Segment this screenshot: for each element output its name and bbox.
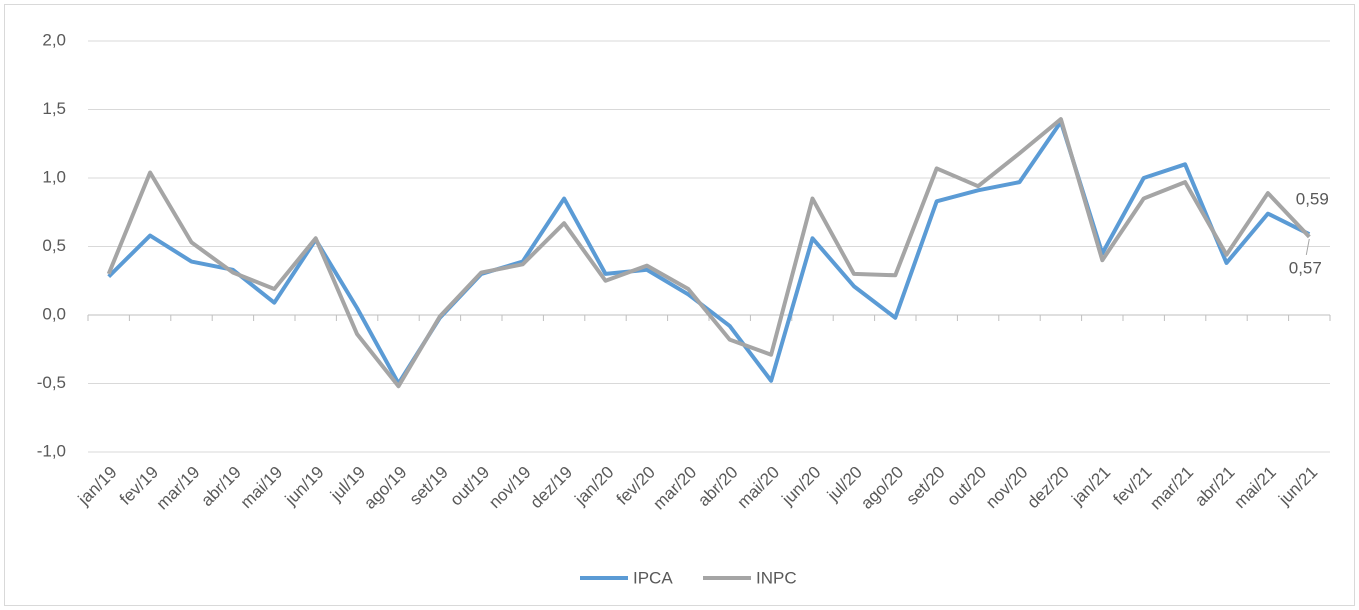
- y-tick-label: -1,0: [37, 441, 66, 460]
- series-line: [107, 119, 1311, 386]
- y-tick-label: 1,5: [42, 99, 66, 118]
- y-tick-label: 2,0: [42, 30, 66, 49]
- y-tick-label: 0,0: [42, 304, 66, 323]
- data-label: 0,59: [1296, 190, 1329, 209]
- y-tick-label: -0,5: [37, 373, 66, 392]
- data-label: 0,57: [1289, 258, 1322, 277]
- legend-label: INPC: [756, 568, 797, 587]
- legend-label: IPCA: [633, 568, 673, 587]
- y-tick-label: 1,0: [42, 167, 66, 186]
- leader-line: [1305, 238, 1310, 256]
- chart-frame: [4, 4, 1355, 606]
- series-line: [106, 117, 1311, 389]
- y-tick-label: 0,5: [42, 236, 66, 255]
